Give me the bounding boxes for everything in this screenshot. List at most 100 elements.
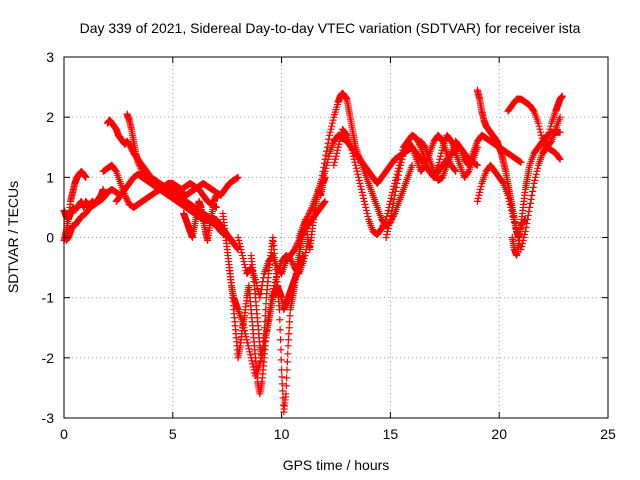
- data-point: [135, 160, 143, 168]
- data-point: [505, 194, 513, 202]
- data-point: [307, 205, 315, 213]
- data-point: [302, 217, 310, 225]
- data-point: [262, 300, 270, 308]
- data-point: [352, 164, 360, 172]
- data-point: [111, 166, 119, 174]
- data-point: [395, 167, 403, 175]
- data-point: [276, 316, 284, 324]
- data-point: [235, 237, 243, 245]
- data-point: [452, 167, 460, 175]
- data-point: [473, 161, 481, 169]
- data-point: [261, 312, 269, 320]
- data-point: [329, 116, 337, 124]
- data-point: [558, 92, 566, 100]
- data-point: [385, 221, 393, 229]
- data-point: [430, 167, 438, 175]
- data-point: [394, 175, 402, 183]
- data-point: [388, 207, 396, 215]
- data-point: [317, 175, 325, 183]
- data-point: [336, 137, 344, 145]
- data-point: [278, 380, 286, 388]
- data-point: [476, 188, 484, 196]
- data-point: [431, 170, 439, 178]
- data-point: [378, 224, 386, 232]
- data-point: [328, 119, 336, 127]
- data-point: [384, 206, 392, 214]
- data-point: [236, 240, 244, 248]
- data-point: [237, 246, 245, 254]
- data-point: [240, 324, 248, 332]
- data-point: [302, 249, 310, 257]
- y-tick-label: -3: [42, 410, 55, 426]
- data-point: [319, 167, 327, 175]
- data-point: [302, 215, 310, 223]
- data-point: [360, 194, 368, 202]
- data-point: [505, 197, 513, 205]
- data-point: [261, 337, 269, 345]
- data-point: [510, 215, 518, 223]
- data-point: [537, 128, 545, 136]
- data-point: [431, 169, 439, 177]
- data-point: [357, 185, 365, 193]
- data-point: [383, 212, 391, 220]
- data-point: [499, 178, 507, 186]
- data-point: [247, 354, 255, 362]
- data-point: [304, 211, 312, 219]
- data-point: [240, 258, 248, 266]
- data-point: [282, 382, 290, 390]
- x-tick-label: 25: [600, 426, 616, 442]
- data-point: [531, 176, 539, 184]
- data-point: [348, 146, 356, 154]
- data-point: [238, 249, 246, 257]
- data-point: [396, 164, 404, 172]
- data-point: [248, 357, 256, 365]
- data-point: [447, 136, 455, 144]
- data-point: [286, 312, 294, 320]
- data-point: [547, 122, 555, 130]
- data-point: [266, 304, 274, 312]
- data-point: [284, 350, 292, 358]
- data-point: [261, 318, 269, 326]
- data-point: [420, 142, 428, 150]
- data-point: [285, 330, 293, 338]
- data-point: [383, 209, 391, 217]
- data-point: [356, 179, 364, 187]
- data-point: [399, 152, 407, 160]
- data-point: [438, 146, 446, 154]
- data-point: [321, 155, 329, 163]
- data-point: [123, 196, 131, 204]
- data-point: [136, 163, 144, 171]
- data-point: [284, 336, 292, 344]
- data-point: [529, 183, 537, 191]
- data-point: [255, 291, 263, 299]
- data-point: [324, 139, 332, 147]
- data-point: [533, 167, 541, 175]
- data-point: [320, 163, 328, 171]
- data-point: [245, 345, 253, 353]
- data-point: [517, 158, 525, 166]
- data-point: [320, 198, 328, 206]
- data-point: [332, 152, 340, 160]
- data-point: [283, 358, 291, 366]
- data-point: [333, 149, 341, 157]
- data-point: [270, 285, 278, 293]
- data-point: [357, 182, 365, 190]
- data-point: [464, 168, 472, 176]
- data-point: [527, 195, 535, 203]
- data-point: [238, 318, 246, 326]
- data-point: [547, 138, 555, 146]
- data-point: [436, 155, 444, 163]
- chart-title: Day 339 of 2021, Sidereal Day-to-day VTE…: [80, 20, 581, 36]
- y-tick-label: 3: [46, 49, 54, 65]
- data-point: [261, 324, 269, 332]
- data-point: [234, 234, 242, 241]
- data-point: [241, 330, 249, 338]
- data-point: [242, 333, 250, 341]
- data-point: [532, 170, 540, 178]
- data-point: [451, 166, 459, 174]
- data-point: [387, 211, 395, 219]
- data-point: [241, 327, 249, 335]
- data-point: [292, 243, 300, 251]
- data-point: [82, 173, 90, 181]
- data-point: [267, 296, 275, 304]
